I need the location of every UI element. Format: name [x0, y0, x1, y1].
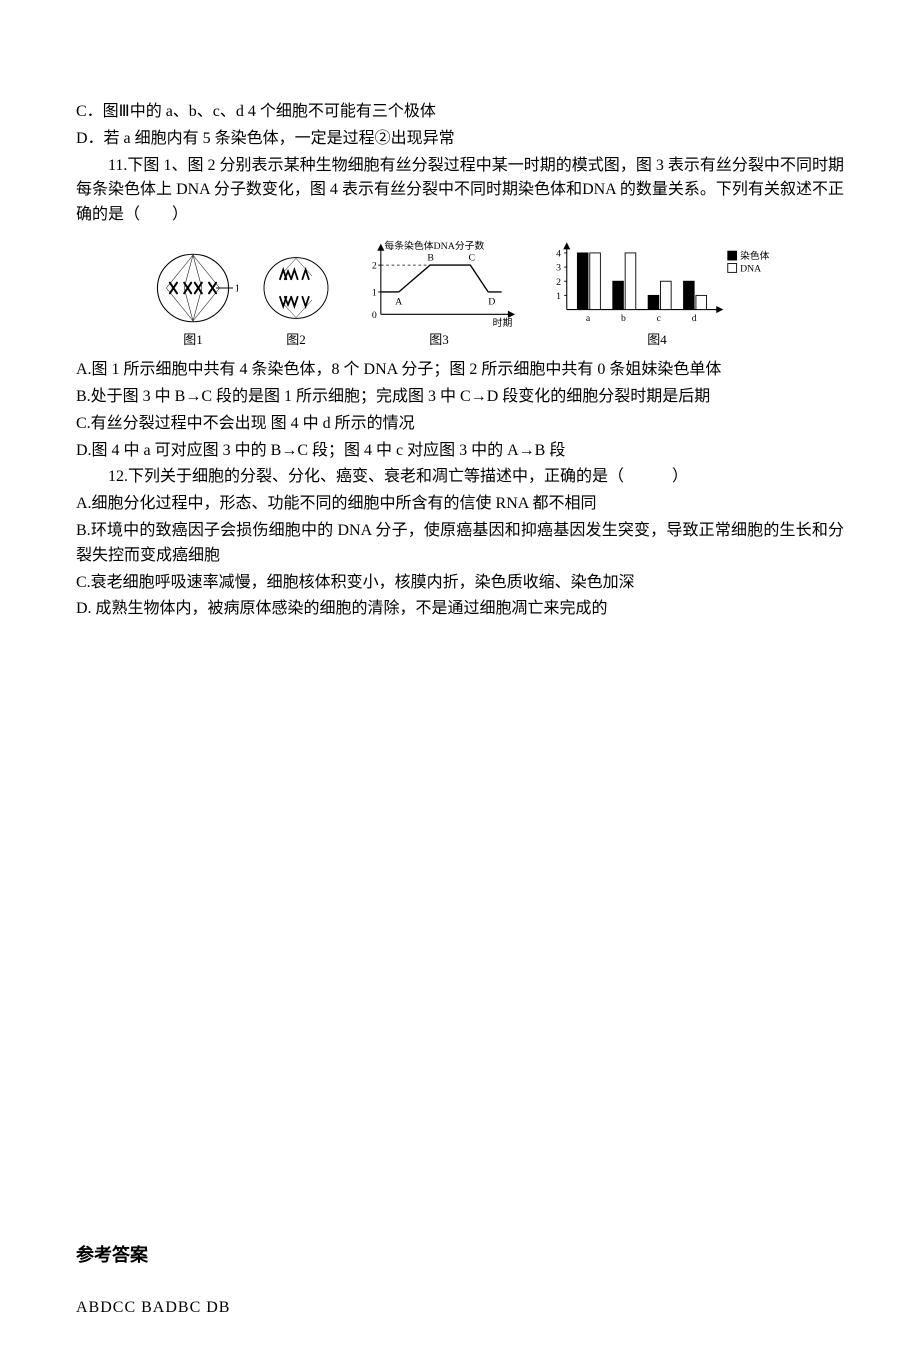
q10-option-c: C．图Ⅲ中的 a、b、c、d 4 个细胞不可能有三个极体 [76, 100, 844, 125]
fig3-y2: 2 [372, 261, 377, 272]
q12-option-a: A.细胞分化过程中，形态、功能不同的细胞中所含有的信使 RNA 都不相同 [76, 492, 844, 517]
fig4-legend1: 染色体 [740, 249, 769, 262]
fig3-y0: 0 [372, 310, 377, 321]
fig1-svg: 1 [148, 248, 238, 328]
q11-option-c: C.有丝分裂过程中不会出现 图 4 中 d 所示的情况 [76, 412, 844, 437]
q12-option-d: D. 成熟生物体内，被病原体感染的细胞的清除，不是通过细胞凋亡来完成的 [76, 597, 844, 622]
fig3-caption: 图3 [429, 330, 449, 350]
fig4-cell: 1 2 3 4 a b c d 染色体 DNA 图4 [542, 238, 772, 350]
svg-text:2: 2 [556, 277, 561, 288]
fig3-cell: 0 1 2 A B C D 每条染色体DNA分子数 时期 图3 [354, 238, 524, 350]
q11-stem: 11.下图 1、图 2 分别表示某种生物细胞有丝分裂过程中某一时期的模式图，图 … [76, 154, 844, 228]
q10-option-d: D．若 a 细胞内有 5 条染色体，一定是过程②出现异常 [76, 127, 844, 152]
svg-text:1: 1 [235, 284, 238, 295]
svg-text:b: b [621, 313, 626, 324]
fig2-cell: 图2 [256, 248, 336, 350]
fig3-D: D [488, 296, 495, 307]
fig3-B: B [427, 253, 434, 264]
svg-text:3: 3 [556, 263, 561, 274]
fig4-legend2: DNA [740, 263, 761, 274]
svg-text:d: d [692, 313, 697, 324]
fig2-caption: 图2 [286, 330, 306, 350]
answers-title: 参考答案 [76, 1242, 844, 1270]
q12-stem: 12.下列关于细胞的分裂、分化、癌变、衰老和凋亡等描述中，正确的是（ ） [76, 465, 844, 490]
svg-text:1: 1 [556, 291, 561, 302]
fig2-svg [256, 248, 336, 328]
q11-option-b: B.处于图 3 中 B→C 段的是图 1 所示细胞；完成图 3 中 C→D 段变… [76, 385, 844, 410]
q12-option-b: B.环境中的致癌因子会损伤细胞中的 DNA 分子，使原癌基因和抑癌基因发生突变，… [76, 519, 844, 569]
fig4-svg: 1 2 3 4 a b c d 染色体 DNA [542, 238, 772, 328]
q11-option-d: D.图 4 中 a 可对应图 3 中的 B→C 段；图 4 中 c 对应图 3 … [76, 439, 844, 464]
fig3-svg: 0 1 2 A B C D 每条染色体DNA分子数 时期 [354, 238, 524, 328]
svg-text:c: c [657, 313, 662, 324]
fig3-ylabel: 每条染色体DNA分子数 [384, 239, 484, 252]
q11-option-a: A.图 1 所示细胞中共有 4 条染色体，8 个 DNA 分子；图 2 所示细胞… [76, 358, 844, 383]
q11-figure-row: 1 图1 图2 [76, 238, 844, 350]
fig1-cell: 1 图1 [148, 248, 238, 350]
fig3-A: A [395, 296, 403, 307]
fig3-C: C [469, 253, 476, 264]
q12-option-c: C.衰老细胞呼吸速率减慢，细胞核体积变小，核膜内折，染色质收缩、染色加深 [76, 571, 844, 596]
fig3-y1: 1 [372, 288, 377, 299]
fig4-caption: 图4 [647, 330, 667, 350]
fig3-xlabel: 时期 [493, 317, 513, 328]
answers-line: ABDCC BADBC DB [76, 1296, 844, 1321]
fig1-caption: 图1 [183, 330, 203, 350]
svg-text:a: a [586, 313, 591, 324]
svg-text:4: 4 [556, 248, 561, 259]
